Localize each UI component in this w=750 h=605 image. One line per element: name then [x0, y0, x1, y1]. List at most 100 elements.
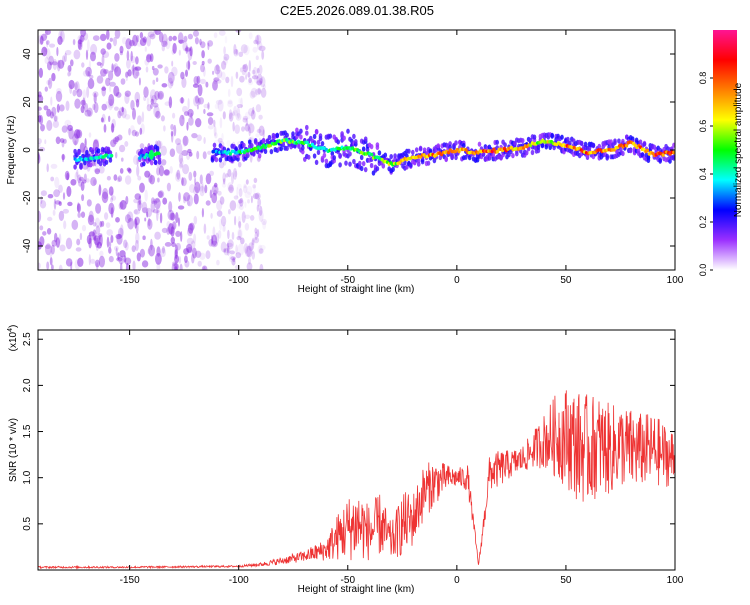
ridge-halo-point [285, 132, 289, 138]
noise-point [216, 200, 223, 211]
noise-point [201, 265, 208, 270]
ridge-halo-point [540, 143, 545, 149]
noise-point [209, 189, 213, 199]
noise-point [192, 83, 199, 88]
ridge-halo-point [495, 139, 500, 145]
ridge-halo-point [252, 150, 256, 156]
noise-point [51, 239, 57, 247]
noise-point [79, 35, 85, 43]
ridge-halo-point [212, 142, 217, 148]
noise-point [85, 178, 90, 183]
ridge-core-point [148, 149, 154, 160]
noise-point [110, 197, 114, 203]
noise-point [44, 139, 47, 145]
noise-point [236, 104, 243, 108]
noise-point [243, 183, 247, 189]
noise-point [119, 51, 123, 56]
noise-point [168, 222, 173, 235]
noise-point [223, 159, 227, 166]
noise-point [55, 90, 63, 102]
noise-point [251, 75, 259, 80]
noise-point [251, 239, 255, 250]
noise-point [142, 235, 146, 241]
noise-point [139, 182, 145, 193]
noise-point [105, 77, 111, 87]
noise-point [258, 114, 263, 120]
noise-point [148, 244, 156, 257]
noise-point [147, 218, 153, 230]
noise-point [50, 163, 58, 169]
noise-point [150, 103, 153, 110]
noise-point [138, 202, 143, 208]
ridge-core-point [672, 150, 675, 155]
noise-point [111, 195, 117, 201]
noise-point [119, 144, 126, 153]
ridge-halo-point [77, 150, 81, 156]
noise-point [249, 90, 256, 99]
noise-point [154, 197, 161, 210]
ridge-halo-point [306, 154, 311, 160]
noise-point [155, 110, 161, 119]
noise-point [222, 172, 226, 183]
noise-point [93, 92, 97, 104]
noise-point [145, 66, 149, 73]
noise-point [248, 126, 251, 137]
noise-point [39, 236, 45, 247]
noise-point [239, 75, 245, 83]
ridge-halo-point [108, 157, 113, 163]
noise-point [38, 91, 42, 98]
noise-point [124, 93, 130, 104]
noise-point [127, 211, 134, 222]
spectrogram-y-label: Frequency (Hz) [6, 116, 17, 185]
ridge-halo-point [391, 166, 395, 172]
noise-point [147, 31, 155, 38]
noise-point [236, 201, 241, 209]
noise-point [232, 121, 235, 132]
noise-point [154, 30, 161, 36]
noise-point [98, 184, 102, 196]
noise-point [248, 122, 252, 128]
ridge-halo-point [503, 142, 507, 148]
ridge-halo-point [218, 157, 223, 163]
ridge-halo-point [450, 154, 454, 160]
noise-point [146, 104, 152, 112]
noise-point [235, 244, 238, 255]
ridge-halo-point [293, 143, 297, 149]
noise-point [114, 66, 122, 77]
noise-point [87, 107, 93, 117]
noise-point [175, 172, 182, 182]
noise-point [59, 138, 65, 143]
noise-point [58, 184, 63, 193]
noise-point [160, 145, 167, 156]
noise-point [228, 112, 234, 122]
noise-point [196, 134, 202, 142]
noise-point [236, 236, 242, 241]
noise-point [211, 184, 219, 195]
noise-point [141, 260, 149, 268]
ridge-halo-point [269, 149, 274, 155]
ridge-halo-point [454, 140, 458, 146]
noise-point [234, 124, 240, 134]
noise-point [94, 259, 100, 268]
noise-point [119, 45, 124, 54]
noise-point [81, 62, 85, 68]
noise-point [47, 194, 54, 199]
noise-point [49, 250, 53, 258]
noise-point [134, 239, 139, 252]
noise-point [199, 38, 202, 46]
noise-point [158, 165, 165, 177]
noise-point [205, 250, 211, 260]
noise-point [152, 198, 160, 203]
noise-point [183, 35, 188, 43]
noise-point [230, 75, 234, 88]
noise-point [223, 248, 230, 256]
noise-point [51, 72, 56, 82]
ridge-halo-point [524, 150, 529, 156]
ridge-halo-point [605, 155, 609, 161]
noise-point [124, 175, 132, 185]
noise-point [214, 139, 221, 144]
ridge-core-point [464, 148, 468, 152]
noise-point [121, 36, 127, 45]
noise-point [112, 64, 117, 71]
noise-point [67, 124, 73, 132]
